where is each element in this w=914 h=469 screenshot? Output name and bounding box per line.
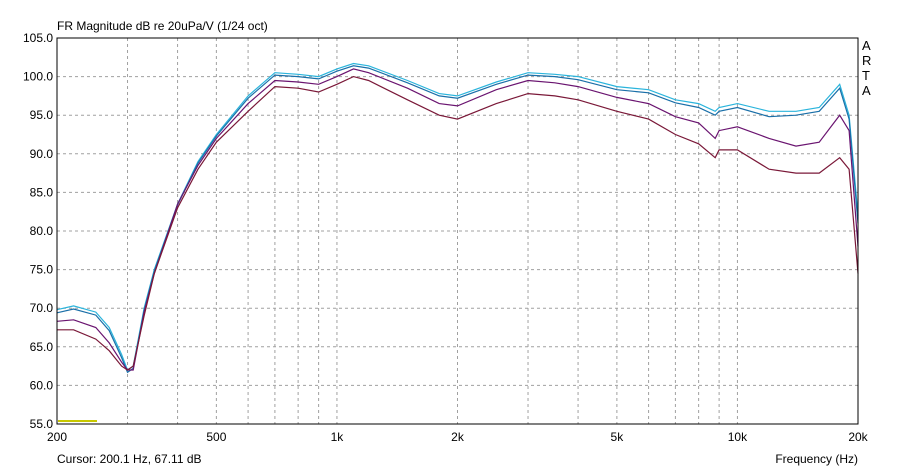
chart-title: FR Magnitude dB re 20uPa/V (1/24 oct) xyxy=(57,19,268,33)
y-tick-label: 85.0 xyxy=(30,185,54,199)
brand: ARTA xyxy=(862,38,872,98)
x-tick-label: 2k xyxy=(451,430,465,444)
y-tick-label: 105.0 xyxy=(23,31,53,45)
y-tick-label: 100.0 xyxy=(23,70,53,84)
x-tick-label: 20k xyxy=(848,430,868,444)
plot-frame xyxy=(56,37,859,425)
series xyxy=(56,62,859,374)
x-tick-label: 5k xyxy=(611,430,625,444)
y-tick-label: 70.0 xyxy=(30,301,54,315)
y-tick-label: 90.0 xyxy=(30,147,54,161)
y-tick-label: 75.0 xyxy=(30,263,54,277)
y-tick-label: 60.0 xyxy=(30,378,54,392)
y-tick-label: 95.0 xyxy=(30,108,54,122)
x-axis-label: Frequency (Hz) xyxy=(775,452,858,466)
x-tick-label: 1k xyxy=(331,430,345,444)
cursor-readout: Cursor: 200.1 Hz, 67.11 dB xyxy=(57,452,202,466)
x-tick-label: 500 xyxy=(206,430,226,444)
x-tick-label: 10k xyxy=(728,430,748,444)
y-tick-label: 65.0 xyxy=(30,340,54,354)
series-line xyxy=(57,75,859,371)
y-tick-label: 55.0 xyxy=(30,417,54,431)
y-tick-label: 80.0 xyxy=(30,224,54,238)
x-tick-label: 200 xyxy=(47,430,67,444)
